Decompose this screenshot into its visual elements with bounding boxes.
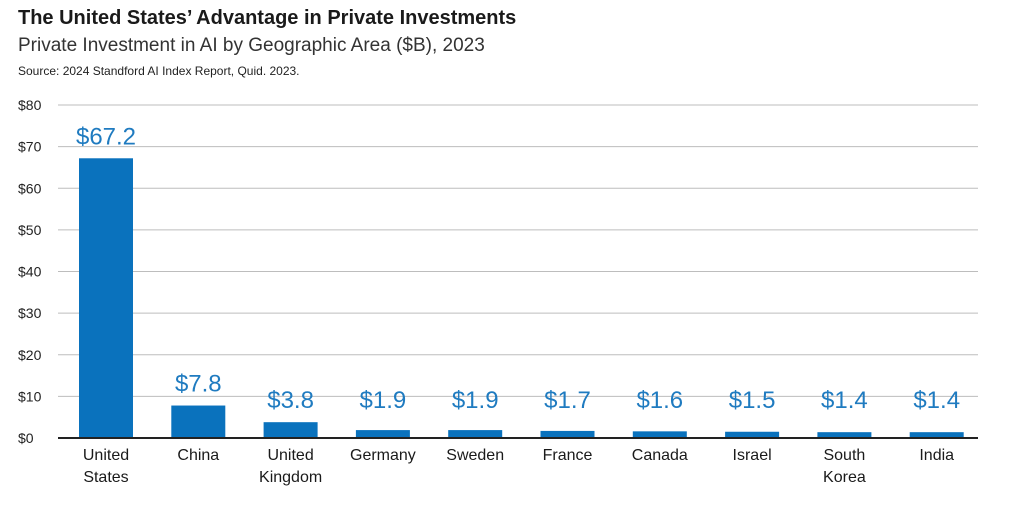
- x-tick-label: France: [543, 447, 593, 464]
- y-axis-ticks: $0 $10 $20 $30 $40 $50 $60 $70 $80: [18, 97, 42, 446]
- y-tick-label: $40: [18, 264, 42, 280]
- data-label: $1.7: [544, 387, 591, 414]
- y-tick-label: $20: [18, 347, 42, 363]
- data-label: $7.8: [175, 371, 222, 398]
- y-tick-label: $50: [18, 222, 42, 238]
- data-label: $1.5: [729, 387, 776, 414]
- bar: [355, 430, 410, 438]
- x-tick-label: South Korea: [823, 447, 866, 486]
- data-label: $3.8: [267, 387, 314, 414]
- x-tick-label: India: [919, 447, 954, 464]
- y-tick-label: $70: [18, 139, 42, 155]
- bar: [540, 430, 595, 438]
- data-labels: $67.2 $7.8 $3.8 $1.9 $1.9 $1.7 $1.6 $1.5 $1.4 $1.…: [76, 123, 960, 414]
- chart-subtitle: Private Investment in AI by Geographic A…: [18, 35, 485, 56]
- bar: [725, 431, 780, 438]
- data-label: $1.6: [636, 387, 683, 414]
- x-tick-label: Germany: [350, 447, 416, 464]
- x-tick-label: Israel: [733, 447, 772, 464]
- x-tick-label: United Kingdom: [259, 447, 322, 486]
- y-tick-label: $10: [18, 388, 42, 404]
- gridlines: [58, 104, 978, 397]
- x-tick-label: United States: [83, 447, 129, 486]
- data-label: $1.4: [821, 387, 868, 414]
- y-tick-label: $60: [18, 180, 42, 196]
- y-tick-label: $30: [18, 305, 42, 321]
- x-axis-ticks: United States China United Kingdom Germany Swe…: [83, 447, 954, 486]
- data-label: $1.4: [913, 387, 960, 414]
- data-label: $1.9: [452, 387, 499, 414]
- bar: [448, 430, 503, 438]
- y-tick-label: $0: [18, 430, 34, 446]
- bar: [909, 432, 964, 438]
- chart-title: The United States’ Advantage in Private …: [18, 7, 517, 29]
- bar: [632, 431, 687, 438]
- x-tick-label: Canada: [632, 447, 688, 464]
- data-label: $1.9: [360, 387, 407, 414]
- chart-source: Source: 2024 Standford AI Index Report, …: [18, 64, 300, 78]
- bar: [79, 158, 133, 438]
- bar: [263, 422, 318, 438]
- bars: [79, 158, 964, 438]
- data-label: $67.2: [76, 123, 136, 150]
- bar: [817, 432, 872, 438]
- x-tick-label: China: [177, 447, 219, 464]
- bar: [171, 405, 226, 438]
- y-tick-label: $80: [18, 97, 42, 113]
- x-tick-label: Sweden: [446, 447, 504, 464]
